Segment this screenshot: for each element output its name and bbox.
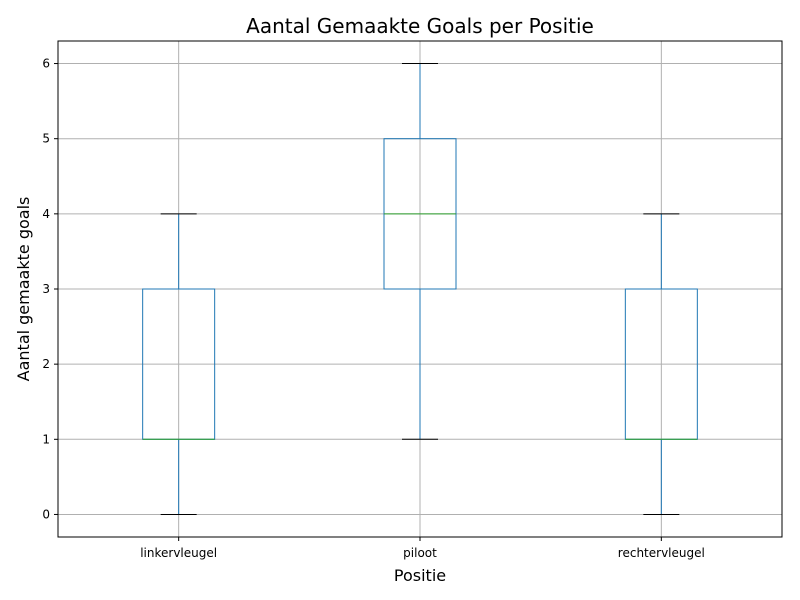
y-tick-label: 6 — [42, 57, 50, 71]
chart-title: Aantal Gemaakte Goals per Positie — [246, 14, 594, 38]
boxes — [142, 63, 698, 515]
box-linkervleugel — [142, 213, 216, 515]
y-tick-label: 2 — [42, 357, 50, 371]
x-axis: linkervleugel piloot rechtervleugel — [140, 537, 705, 560]
box-piloot — [383, 63, 457, 440]
y-tick-label: 4 — [42, 207, 50, 221]
x-tick-label: piloot — [403, 546, 437, 560]
y-tick-label: 3 — [42, 282, 50, 296]
y-axis-label: Aantal gemaakte goals — [14, 197, 33, 382]
y-tick-label: 1 — [42, 432, 50, 446]
box-rechtervleugel — [624, 213, 698, 515]
y-tick-label: 5 — [42, 132, 50, 146]
y-tick-label: 0 — [42, 507, 50, 521]
x-tick-label: linkervleugel — [140, 546, 217, 560]
x-tick-label: rechtervleugel — [618, 546, 705, 560]
x-axis-label: Positie — [394, 566, 446, 585]
y-axis: 0 1 2 3 4 5 6 — [42, 57, 58, 521]
